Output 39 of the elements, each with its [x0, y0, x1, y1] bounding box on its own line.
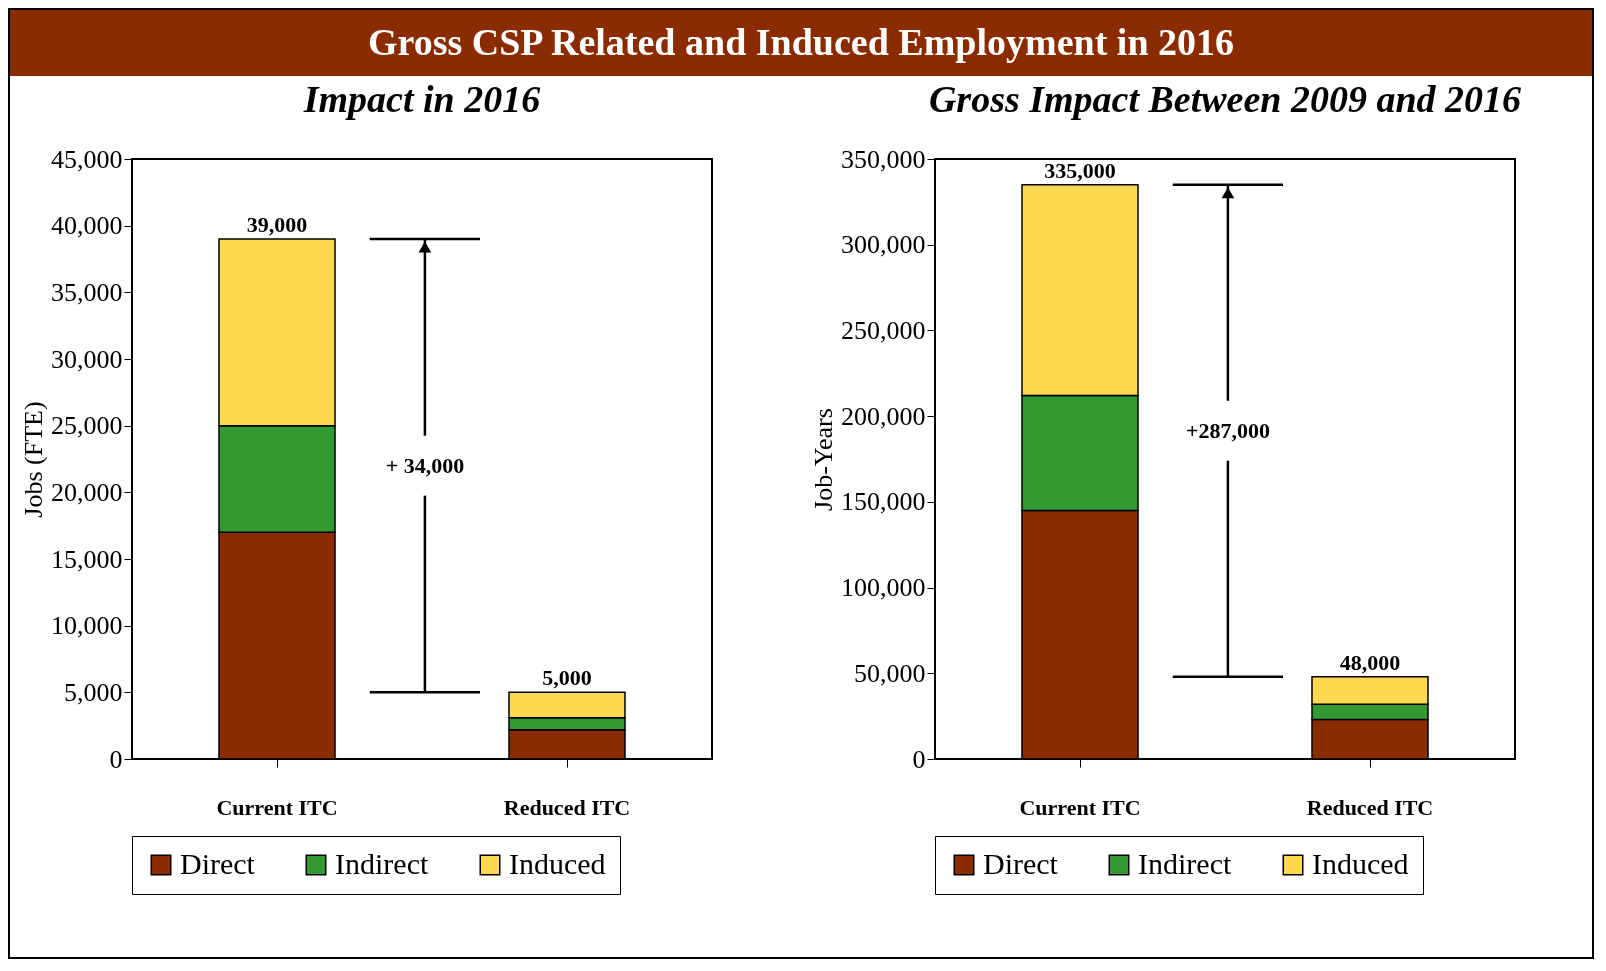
legend-label: Indirect — [335, 847, 429, 880]
y-tick-label: 5,000 — [64, 677, 123, 707]
y-tick-label: 350,000 — [841, 144, 926, 174]
y-tick-label: 150,000 — [841, 487, 926, 517]
x-tick-label: Current ITC — [1019, 794, 1141, 820]
total-label: 335,000 — [1044, 157, 1116, 183]
y-tick-label: 250,000 — [841, 315, 926, 345]
text: Gross CSP Related and Induced Employment in 2016 — [10, 10, 1592, 76]
y-tick-label: 20,000 — [51, 477, 123, 507]
y-tick-label: 10,000 — [51, 611, 123, 641]
legend-label: Indirect — [1138, 847, 1232, 880]
y-tick-label: 40,000 — [51, 211, 123, 241]
y-tick-label: 100,000 — [841, 573, 926, 603]
y-tick-label: 25,000 — [51, 411, 123, 441]
x-tick-label: Reduced ITC — [1306, 794, 1434, 820]
legend-label: Direct — [983, 847, 1059, 880]
y-tick-label: 15,000 — [51, 544, 123, 574]
y-tick-label: 0 — [912, 744, 926, 774]
y-axis-title: Job-Years — [809, 408, 838, 511]
y-tick-label: 200,000 — [841, 401, 926, 431]
total-label: 39,000 — [246, 212, 308, 237]
annotation: +287,000 — [1185, 417, 1270, 443]
total-label: 5,000 — [542, 665, 592, 691]
x-tick-label: Reduced ITC — [503, 794, 631, 820]
y-axis-title: Jobs (FTE) — [19, 401, 48, 518]
y-tick-label: 300,000 — [841, 230, 926, 260]
y-tick-label: 30,000 — [51, 344, 123, 374]
y-tick-label: 45,000 — [51, 144, 123, 174]
total-label: 48,000 — [1339, 649, 1401, 675]
legend-label: Direct — [180, 847, 256, 880]
legend-label: Induced — [509, 847, 606, 880]
chart-subtitle: Gross Impact Between 2009 and 2016 — [928, 78, 1522, 120]
legend-label: Induced — [1312, 847, 1409, 880]
chart-subtitle: Impact in 2016 — [302, 78, 541, 120]
annotation: + 34,000 — [385, 452, 465, 478]
y-tick-label: 50,000 — [854, 658, 926, 688]
y-tick-label: 0 — [109, 744, 123, 774]
x-tick-label: Current ITC — [216, 794, 338, 820]
y-tick-label: 35,000 — [51, 277, 123, 307]
